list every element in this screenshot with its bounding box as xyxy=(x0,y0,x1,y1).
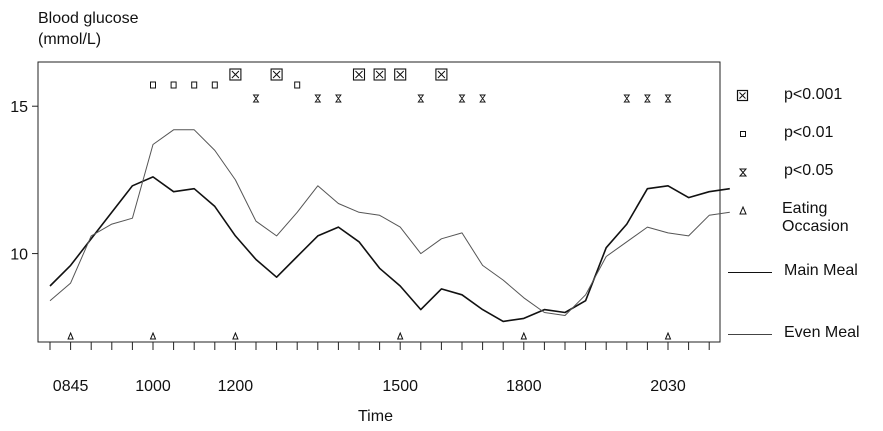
marker-p001 xyxy=(435,68,448,81)
hourglass-icon xyxy=(738,168,748,177)
marker-p01 xyxy=(150,81,156,89)
legend-label-p01: p<0.01 xyxy=(784,124,834,141)
y-axis-title-line2: (mmol/L) xyxy=(38,31,102,48)
eating-occasion-markers xyxy=(67,331,672,340)
marker-p05 xyxy=(664,94,672,103)
marker-p01 xyxy=(211,81,218,89)
marker-box xyxy=(435,68,448,81)
marker-p01 xyxy=(170,81,177,89)
x-tick-label: 1500 xyxy=(382,378,418,395)
thick-line-icon xyxy=(728,272,772,273)
marker-p001 xyxy=(394,68,407,81)
marker-p05 xyxy=(335,94,342,103)
eating-occasion-marker xyxy=(664,331,672,340)
eating-occasion-marker xyxy=(396,331,404,340)
eating-occasion-marker xyxy=(232,331,239,340)
marker-box xyxy=(373,68,386,81)
legend-label-p05: p<0.05 xyxy=(784,162,834,179)
marker-p001 xyxy=(229,68,242,81)
marker-cross xyxy=(375,70,384,79)
legend-label-even-meal: Even Meal xyxy=(784,324,860,341)
y-axis: 10 15 xyxy=(10,99,38,264)
y-tick-label: 10 xyxy=(10,247,28,264)
marker-p05 xyxy=(417,94,425,103)
series-line-main-meal xyxy=(49,176,730,323)
significance-markers xyxy=(150,68,672,103)
thin-line-icon xyxy=(728,334,772,335)
marker-p001 xyxy=(373,68,386,81)
boxed-x-icon xyxy=(736,89,749,102)
marker-box xyxy=(352,68,366,81)
y-axis-title-line1: Blood glucose xyxy=(38,10,139,27)
marker-box xyxy=(229,68,242,81)
marker-box xyxy=(394,68,407,81)
marker-cross xyxy=(437,70,446,79)
small-box-icon xyxy=(740,131,746,137)
marker-cross xyxy=(272,70,281,79)
marker-p05 xyxy=(314,94,322,103)
marker-p05 xyxy=(252,94,260,103)
y-tick-label: 15 xyxy=(10,99,28,116)
marker-p05 xyxy=(458,94,466,103)
marker-cross xyxy=(396,70,405,79)
eating-occasion-marker xyxy=(149,331,157,340)
marker-cross xyxy=(231,70,240,79)
marker-p01 xyxy=(294,81,301,89)
marker-p05 xyxy=(644,94,651,103)
marker-p05 xyxy=(479,94,486,103)
triangle-icon xyxy=(739,205,747,215)
x-tick-label: 1200 xyxy=(218,378,254,395)
x-tick-label: 1800 xyxy=(506,378,542,395)
plot-frame xyxy=(37,61,721,343)
eating-occasion-marker xyxy=(520,331,528,340)
marker-cross xyxy=(355,70,363,79)
marker-box xyxy=(270,68,283,81)
x-tick-label: 0845 xyxy=(53,378,89,395)
x-axis-title: Time xyxy=(358,408,393,425)
marker-p001 xyxy=(270,68,283,81)
series-layer xyxy=(49,129,730,323)
y-axis-title: Blood glucose (mmol/L) xyxy=(38,8,139,50)
series-line-even-meal xyxy=(49,129,730,316)
marker-p001 xyxy=(352,68,366,81)
marker-p05 xyxy=(623,94,631,103)
legend-label-p001: p<0.001 xyxy=(784,86,843,103)
eating-occasion-marker xyxy=(67,331,74,340)
x-tick-label: 1000 xyxy=(135,378,171,395)
legend-label-eating-line1: Eating xyxy=(782,200,828,217)
x-axis: 0845 1000 1200 1500 1800 2030 xyxy=(49,342,710,395)
x-tick-label: 2030 xyxy=(650,378,686,395)
marker-p01 xyxy=(191,81,198,89)
legend-label-eating: Eating Occasion xyxy=(782,200,849,236)
legend-label-eating-line2: Occasion xyxy=(782,218,849,235)
legend-label-main-meal: Main Meal xyxy=(784,262,858,279)
